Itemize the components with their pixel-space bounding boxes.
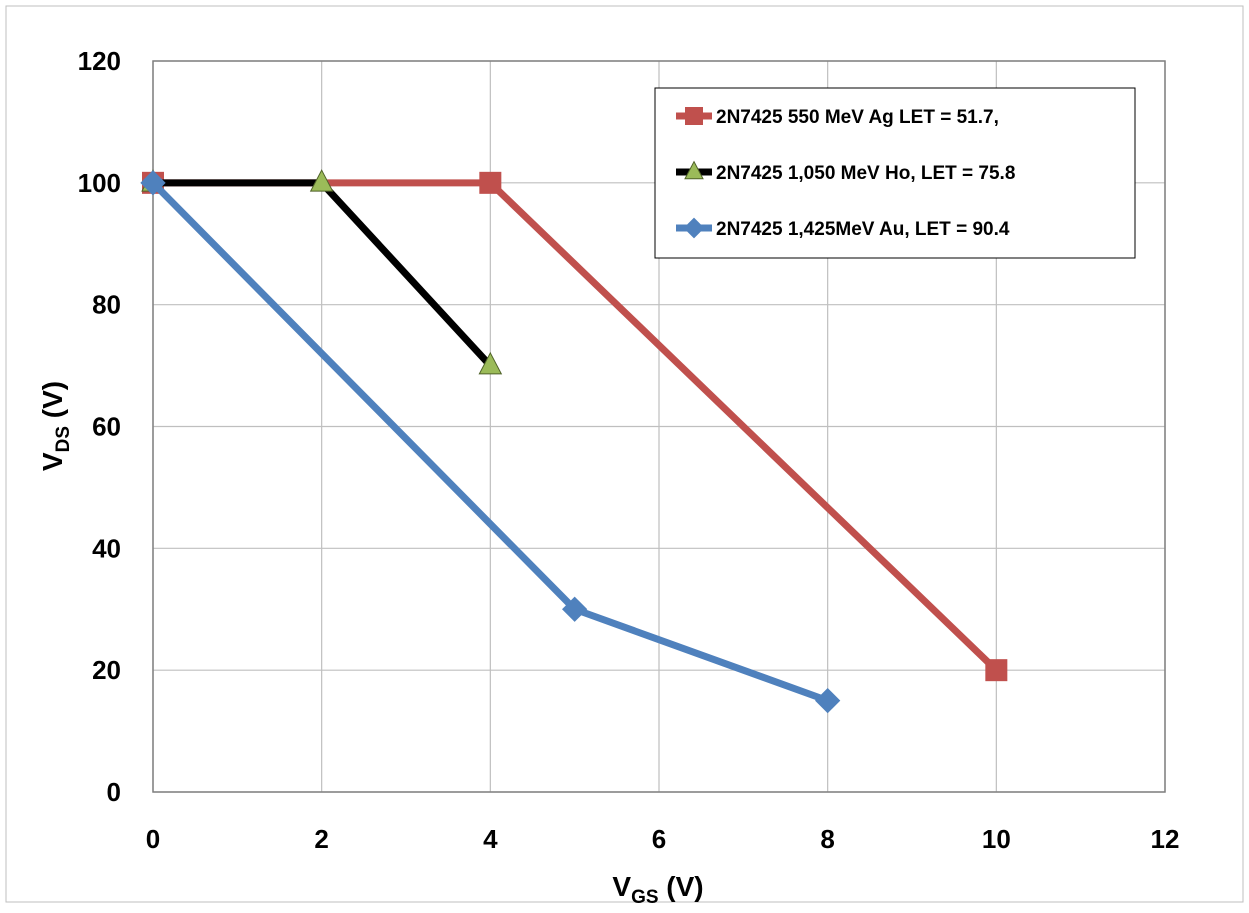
y-axis-title-sub: DS bbox=[53, 426, 74, 452]
x-tick-label: 0 bbox=[146, 824, 160, 854]
y-axis-title-main: V bbox=[37, 452, 68, 471]
data-point-diamond bbox=[683, 217, 705, 239]
data-point-square bbox=[479, 171, 502, 194]
x-axis-title: VGS (V) bbox=[612, 871, 703, 908]
chart-border bbox=[5, 5, 1244, 903]
legend: 2N7425 550 MeV Ag LET = 51.7, 2N7425 1,05… bbox=[654, 87, 1136, 259]
y-tick-label: 20 bbox=[92, 655, 121, 685]
data-point-diamond bbox=[562, 596, 588, 622]
y-axis-title-unit: (V) bbox=[37, 381, 68, 426]
plot-area-frame bbox=[152, 60, 1166, 793]
x-axis-title-main: V bbox=[612, 871, 631, 902]
y-tick-label: 0 bbox=[107, 777, 121, 807]
series-layer bbox=[140, 169, 1008, 714]
legend-label: 2N7425 550 MeV Ag LET = 51.7, bbox=[716, 107, 999, 128]
y-tick-label: 100 bbox=[78, 168, 121, 198]
legend-items: 2N7425 550 MeV Ag LET = 51.7, 2N7425 1,05… bbox=[676, 107, 1015, 240]
legend-box bbox=[654, 87, 1136, 259]
data-point-diamond bbox=[815, 687, 841, 714]
legend-item: 2N7425 1,050 MeV Ho, LET = 75.8 bbox=[676, 160, 1015, 184]
series-3 bbox=[140, 170, 841, 714]
x-tick-label: 10 bbox=[982, 824, 1011, 854]
data-point-square bbox=[685, 107, 703, 125]
legend-item: 2N7425 1,425MeV Au, LET = 90.4 bbox=[676, 217, 1010, 240]
data-point-triangle bbox=[478, 351, 503, 375]
x-tick-label: 4 bbox=[483, 824, 498, 854]
x-axis-title-unit: (V) bbox=[659, 871, 704, 902]
x-tick-label: 6 bbox=[652, 824, 666, 854]
legend-item: 2N7425 550 MeV Ag LET = 51.7, bbox=[676, 107, 999, 128]
data-point-triangle bbox=[309, 169, 334, 192]
y-tick-label: 80 bbox=[92, 290, 121, 320]
y-tick-label: 60 bbox=[92, 412, 121, 442]
legend-label: 2N7425 1,425MeV Au, LET = 90.4 bbox=[716, 219, 1010, 240]
x-axis-title-sub: GS bbox=[631, 887, 658, 908]
data-point-square bbox=[985, 659, 1008, 682]
y-tick-label: 40 bbox=[92, 533, 121, 563]
y-tick-label: 120 bbox=[78, 46, 121, 76]
data-point-diamond bbox=[140, 170, 166, 196]
x-tick-label: 2 bbox=[314, 824, 328, 854]
x-tick-label: 12 bbox=[1151, 824, 1180, 854]
legend-label: 2N7425 1,050 MeV Ho, LET = 75.8 bbox=[716, 163, 1015, 184]
data-point-triangle bbox=[684, 160, 704, 180]
x-tick-label: 8 bbox=[820, 824, 834, 854]
y-axis-title: VDS (V) bbox=[37, 381, 74, 471]
